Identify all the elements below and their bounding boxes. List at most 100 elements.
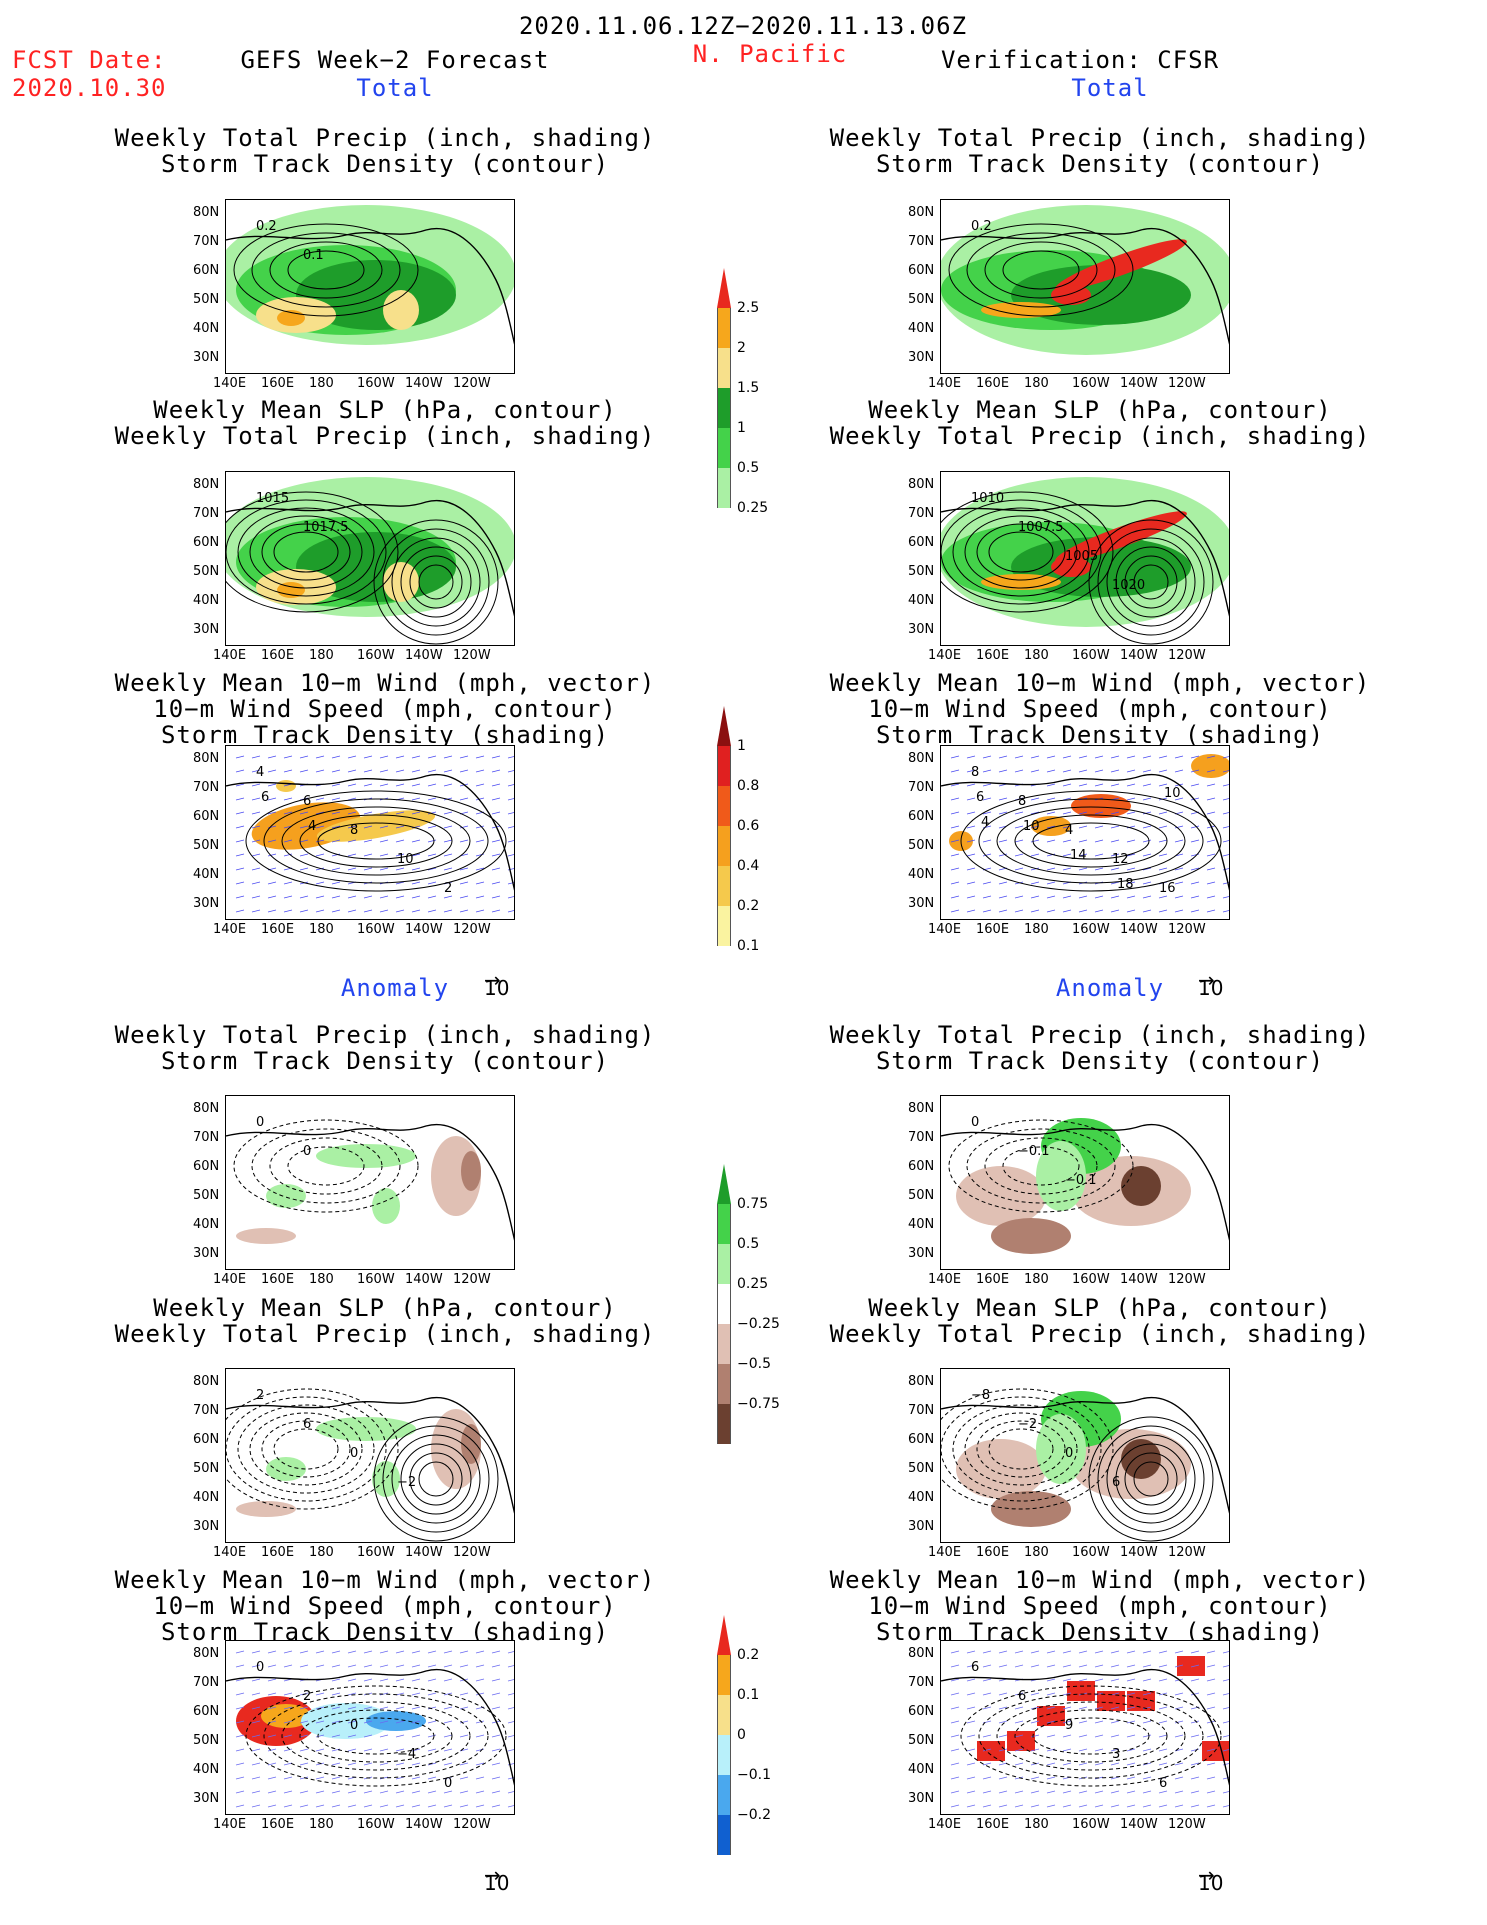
longitude-label: 120W [453,376,491,391]
latitude-label: 70N [193,234,220,249]
fc-anom-precip-title-1: Weekly Total Precip (inch, shading) [114,1021,656,1049]
wind-vector [966,1678,976,1682]
contour-layer [941,491,1214,645]
colorbar-storm-density-label: 0.8 [737,778,760,794]
shading-layer [956,1391,1191,1527]
wind-vector [966,1692,976,1696]
precip-high [383,290,419,330]
wind-vector [1030,909,1040,913]
longitude-label: 160E [976,1545,1010,1560]
contour-label: 16 [1159,881,1176,896]
latitude-label: 40N [908,321,935,336]
wind-vector [395,1678,405,1682]
wind-vector [283,909,293,913]
longitude-label: 120W [1168,922,1206,937]
wind-vector [1062,825,1072,829]
wind-vector [1094,1734,1104,1738]
shading-layer [236,1696,426,1746]
wind-vector [998,1692,1008,1696]
coastline [941,1668,1229,1786]
wind-vector [491,853,501,857]
longitude-label: 120W [1168,1817,1206,1832]
wind-vector [251,909,261,913]
latitude-label: 40N [193,1762,220,1777]
longitude-label: 160E [261,922,295,937]
slp-isobar [964,1412,1078,1486]
wind-vector [1062,1678,1072,1682]
contour-label: 1010 [971,491,1004,506]
right-total-header: Total [1071,74,1149,102]
wind-vector [235,1678,245,1682]
wind-vector [1222,1707,1229,1710]
colorbar-total-precip-label: 2.5 [737,300,760,316]
wind-vector [1174,839,1184,843]
slp-isobar [273,531,339,573]
vf-anom-slp-title-2: Weekly Total Precip (inch, shading) [829,1320,1371,1348]
wind-vector [950,783,960,787]
vf-anom-wind-map: 6 6 9 3 6 [940,1640,1230,1815]
longitude-label: 160E [976,1272,1010,1287]
wind-vector [267,1664,277,1668]
wind-vector [1158,1664,1168,1668]
wind-vector [235,1706,245,1710]
wind-vector [363,1650,373,1654]
wind-vector [1174,1734,1184,1738]
wind-vector [363,839,373,843]
storm-track-contour [287,1146,365,1186]
wind-vector [379,867,389,871]
contour-label: 0 [303,1144,311,1159]
storm-anom-positive [977,1741,1005,1761]
wind-vector [998,895,1008,899]
wind-vector [347,1720,357,1724]
colorbar-storm-density-label: 0.6 [737,818,760,834]
wind-vector [1206,853,1216,857]
latitude-label: 50N [193,564,220,579]
wind-vector [1206,839,1216,843]
wind-vector [251,769,261,773]
contour-layer [226,1388,499,1542]
wind-vector [507,840,514,843]
longitude-label: 140W [1120,922,1158,937]
wind-vector [459,909,469,913]
wind-vector [1078,839,1088,843]
fc-anom-precip-svg: 00 [226,1115,514,1244]
wind-vector [315,1734,325,1738]
wind-vector [1046,1734,1056,1738]
colorbar-storm-density-label: 0.2 [737,898,760,914]
wind-vector [1046,1664,1056,1668]
wind-vector [966,1748,976,1752]
wind-vector [459,839,469,843]
wind-vector [998,1804,1008,1808]
colorbar-total-precip-label: 0.5 [737,460,760,476]
wind-vector [998,1706,1008,1710]
wind-vector [1094,909,1104,913]
wind-vector [267,797,277,801]
wind-vector [1126,769,1136,773]
wind-vector [283,839,293,843]
wind-speed-contour [1032,1717,1150,1755]
wind-vector [235,909,245,913]
wind-vector [427,783,437,787]
wind-vector [982,853,992,857]
latitude-label: 80N [193,1646,220,1661]
vf-total-wind-title-1: Weekly Mean 10−m Wind (mph, vector) [829,669,1371,697]
wind-vector [1030,769,1040,773]
coastline [226,773,514,891]
wind-vector [235,895,245,899]
storm-density-low [316,810,436,842]
slp-isobar [1106,1434,1196,1524]
colorbar-storm-anomaly-segment [717,1735,731,1775]
wind-vector [1158,1720,1168,1724]
colorbar-precip-anomaly-segment [717,1324,731,1364]
wind-speed-contour [281,806,471,876]
wind-vector [950,1678,960,1682]
wind-vector [1078,825,1088,829]
wind-vector [1206,811,1216,815]
wind-vector [998,811,1008,815]
wind-vector [1046,909,1056,913]
storm-anom-positive [1177,1656,1205,1676]
slp-isobar [988,1428,1054,1470]
wind-vector [982,1804,992,1808]
wind-vector [299,853,309,857]
